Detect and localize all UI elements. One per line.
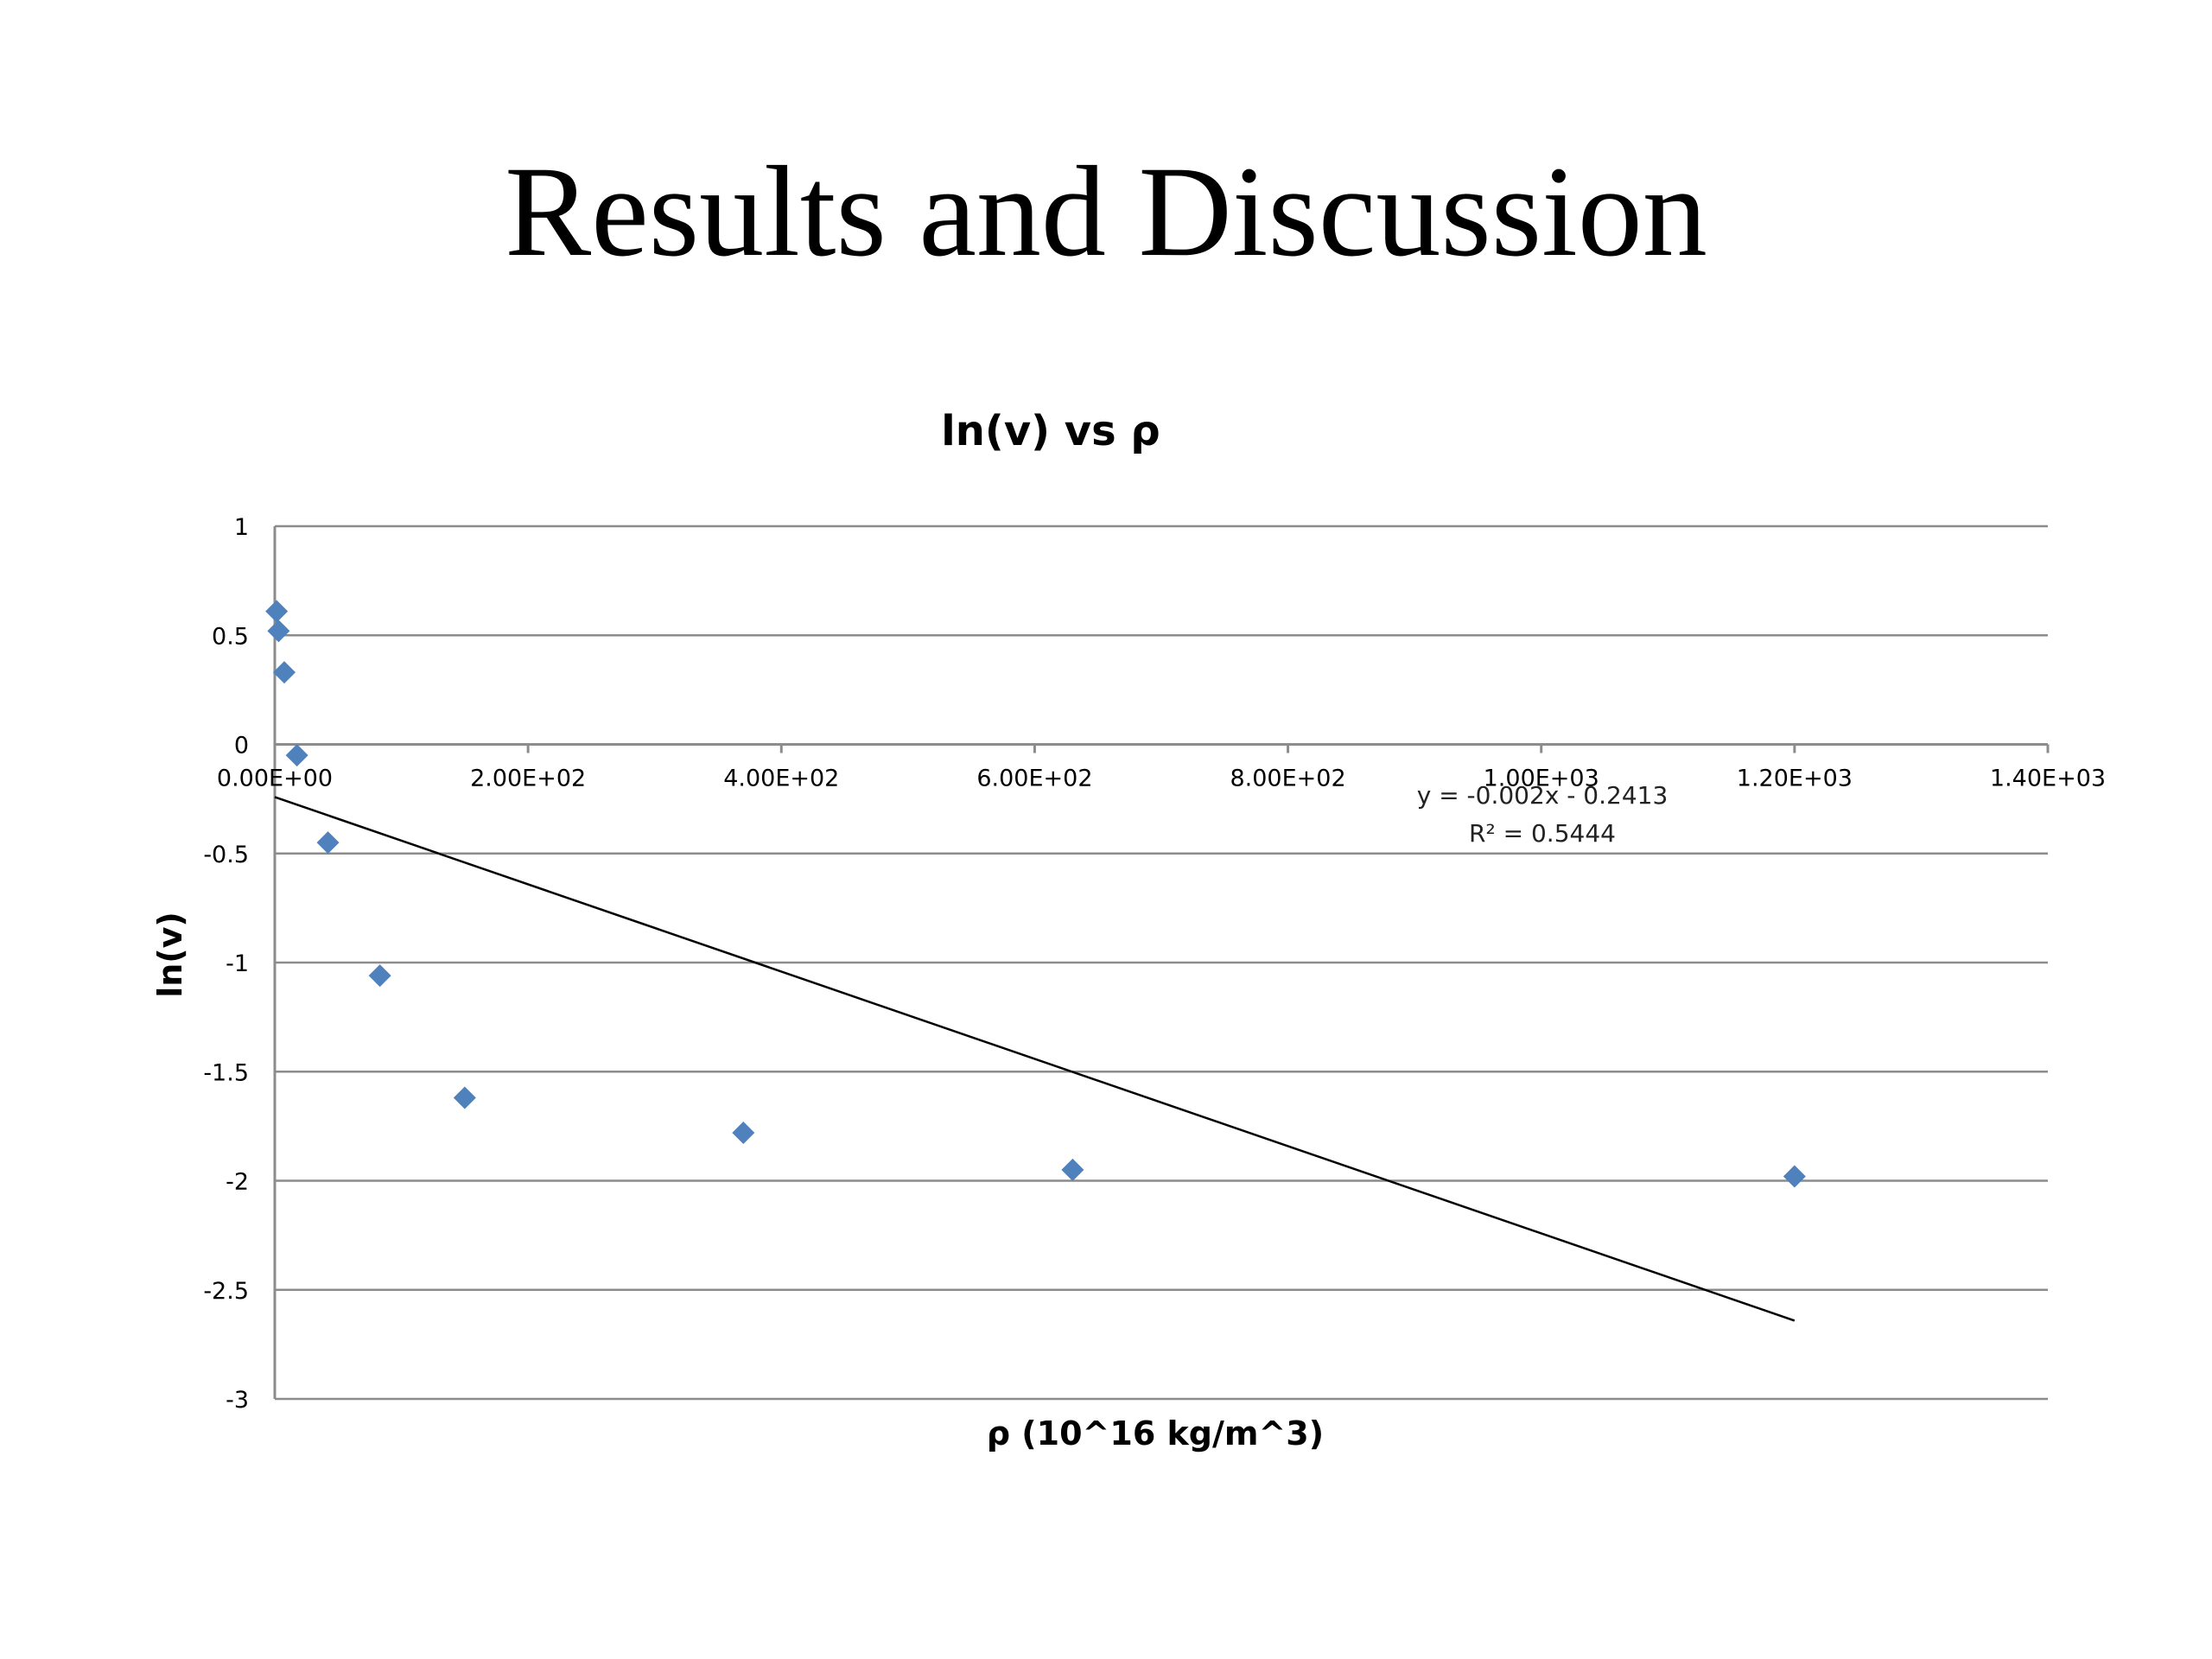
data-point [285, 744, 308, 767]
slide-title: Results and Discussion [505, 140, 1707, 283]
data-point [267, 620, 290, 643]
data-point [453, 1086, 476, 1109]
y-tick-labels: 1 0.5 0 -0.5 -1 -1.5 -2 -2.5 -3 [203, 514, 249, 1414]
data-point [1061, 1158, 1084, 1181]
y-tick-label: -0.5 [203, 842, 249, 868]
y-tick-label: 0 [234, 733, 249, 760]
gridlines [275, 524, 2048, 1401]
x-tick-label: 8.00E+02 [1230, 766, 1345, 792]
trendline-group [274, 796, 1796, 1322]
data-point [272, 661, 296, 684]
y-tick-label: -2.5 [203, 1278, 249, 1305]
chart-title: ln(v) vs ρ [941, 407, 1160, 455]
y-tick-label: -3 [226, 1387, 249, 1414]
data-point [316, 831, 340, 855]
x-tick-label: 1.00E+03 [1484, 766, 1599, 792]
data-point [732, 1121, 755, 1144]
data-points [265, 600, 1806, 1188]
trendline [274, 796, 1796, 1322]
x-tick-label: 2.00E+02 [470, 766, 586, 792]
trendline-equation: y = -0.002x - 0.2413 [1417, 781, 1669, 810]
trendline-r-squared: R² = 0.5444 [1469, 819, 1616, 848]
y-tick-label: 1 [234, 514, 249, 541]
x-tick-label: 1.20E+03 [1737, 766, 1853, 792]
data-point [1783, 1165, 1806, 1188]
y-tick-label: 0.5 [212, 623, 249, 650]
y-tick-label: -1.5 [203, 1059, 249, 1086]
y-tick-label: -1 [226, 950, 249, 977]
x-tick-label: 1.40E+03 [1990, 766, 2106, 792]
x-tick-label: 4.00E+02 [723, 766, 839, 792]
data-point [368, 964, 391, 988]
data-point [265, 600, 289, 623]
x-axis-title: ρ (10^16 kg/m^3) [987, 1414, 1324, 1452]
y-axis-title: ln(v) [151, 912, 189, 998]
x-tick-label: 6.00E+02 [976, 766, 1092, 792]
x-tick-label: 0.00E+00 [217, 766, 333, 792]
x-tick-labels: 0.00E+00 2.00E+02 4.00E+02 6.00E+02 8.00E+02… [217, 766, 2106, 792]
y-tick-label: -2 [226, 1169, 249, 1196]
